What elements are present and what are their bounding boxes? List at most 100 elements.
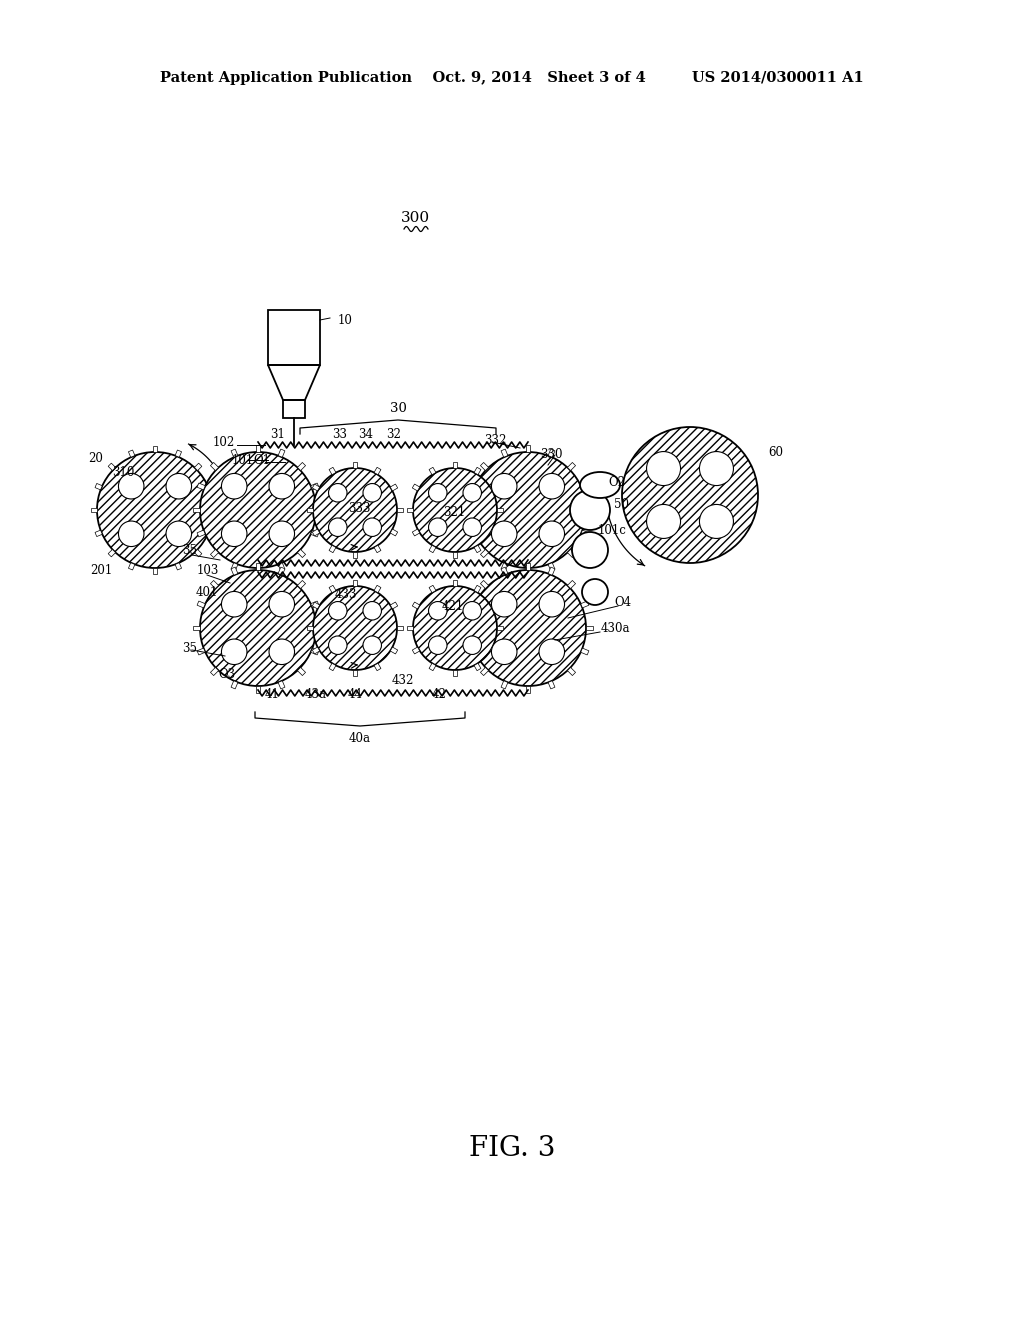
Text: 321: 321 (443, 506, 465, 519)
Polygon shape (231, 449, 238, 457)
Polygon shape (211, 668, 218, 676)
Polygon shape (390, 647, 397, 653)
Polygon shape (109, 463, 116, 470)
Polygon shape (474, 585, 481, 593)
Circle shape (200, 570, 316, 686)
Text: 20: 20 (88, 451, 102, 465)
Circle shape (362, 483, 382, 502)
Text: 42: 42 (432, 689, 446, 701)
Circle shape (221, 639, 247, 664)
Polygon shape (329, 663, 336, 671)
Polygon shape (193, 508, 200, 512)
Circle shape (646, 504, 681, 539)
Polygon shape (586, 626, 593, 630)
Polygon shape (211, 462, 218, 470)
Polygon shape (397, 626, 403, 630)
Polygon shape (312, 602, 319, 609)
Text: 103: 103 (197, 564, 219, 577)
Polygon shape (490, 602, 498, 609)
Polygon shape (95, 483, 102, 490)
Circle shape (492, 639, 517, 664)
Text: 101c: 101c (598, 524, 627, 536)
Text: O1: O1 (253, 454, 270, 466)
Polygon shape (197, 648, 205, 655)
Polygon shape (310, 531, 318, 537)
Polygon shape (467, 483, 475, 490)
Circle shape (269, 521, 295, 546)
Circle shape (119, 521, 144, 546)
Polygon shape (567, 581, 575, 589)
Circle shape (329, 636, 347, 655)
Polygon shape (548, 562, 555, 572)
Polygon shape (525, 568, 530, 576)
Circle shape (362, 517, 382, 536)
Circle shape (572, 532, 608, 568)
Polygon shape (467, 531, 475, 537)
Text: 332: 332 (484, 433, 507, 446)
Text: 310: 310 (112, 466, 134, 479)
Circle shape (622, 426, 758, 564)
Polygon shape (352, 671, 357, 676)
Text: 421: 421 (442, 599, 464, 612)
Polygon shape (467, 601, 475, 609)
Polygon shape (352, 579, 357, 586)
Circle shape (166, 521, 191, 546)
Text: 31: 31 (270, 429, 285, 441)
Polygon shape (95, 531, 102, 536)
Polygon shape (497, 508, 503, 512)
Polygon shape (374, 545, 381, 553)
Polygon shape (211, 581, 218, 589)
Circle shape (699, 451, 733, 486)
Text: 30: 30 (389, 401, 407, 414)
Polygon shape (208, 531, 215, 536)
Polygon shape (279, 681, 285, 689)
Polygon shape (256, 445, 260, 451)
Polygon shape (307, 626, 313, 630)
Text: 432: 432 (392, 673, 415, 686)
Polygon shape (463, 508, 470, 512)
Polygon shape (490, 484, 498, 491)
Polygon shape (453, 579, 458, 586)
Polygon shape (497, 626, 503, 630)
Text: 333: 333 (348, 502, 371, 515)
Polygon shape (567, 462, 575, 470)
Polygon shape (153, 568, 158, 574)
Circle shape (269, 474, 295, 499)
Polygon shape (193, 626, 200, 630)
Polygon shape (197, 483, 205, 490)
Circle shape (119, 474, 144, 499)
Polygon shape (474, 545, 481, 553)
Polygon shape (453, 462, 458, 469)
Circle shape (428, 483, 447, 502)
Polygon shape (153, 446, 158, 451)
Polygon shape (501, 568, 508, 576)
Polygon shape (525, 445, 530, 451)
Circle shape (313, 586, 397, 671)
Polygon shape (231, 562, 238, 572)
Circle shape (428, 636, 447, 655)
Circle shape (200, 451, 316, 568)
Polygon shape (329, 545, 336, 553)
Polygon shape (256, 568, 260, 576)
Polygon shape (279, 562, 285, 572)
Polygon shape (279, 568, 285, 576)
Ellipse shape (580, 473, 620, 498)
Polygon shape (374, 585, 381, 593)
Circle shape (463, 636, 481, 655)
Circle shape (492, 521, 517, 546)
Polygon shape (501, 562, 508, 572)
Circle shape (539, 521, 564, 546)
Polygon shape (390, 602, 397, 609)
Polygon shape (413, 647, 420, 653)
Circle shape (221, 474, 247, 499)
Text: 40a: 40a (349, 731, 371, 744)
Circle shape (539, 474, 564, 499)
Circle shape (570, 490, 610, 531)
Text: 50: 50 (614, 499, 629, 511)
Polygon shape (525, 564, 530, 570)
Polygon shape (310, 648, 318, 655)
Polygon shape (352, 552, 357, 558)
Polygon shape (453, 671, 458, 676)
Circle shape (221, 521, 247, 546)
Polygon shape (310, 601, 318, 609)
